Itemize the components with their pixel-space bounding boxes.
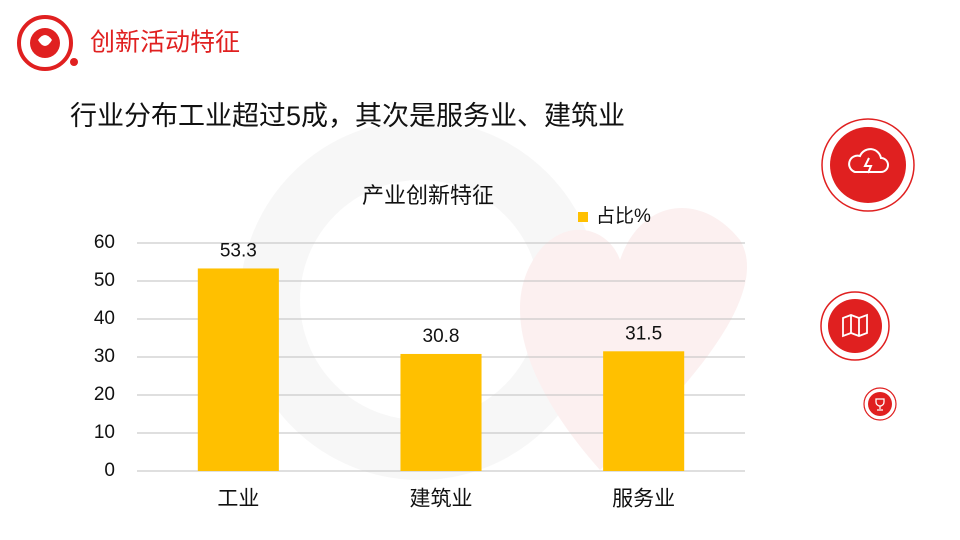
- chart: 产业创新特征 0 10 20 30 40 50 60 工业 建筑业 服务业 53.3 30.8 31.5…: [94, 184, 745, 511]
- y-tick-label: 20: [94, 384, 115, 405]
- legend-label: 占比%: [596, 205, 651, 227]
- watermark-heart: [520, 207, 748, 471]
- data-label: 53.3: [220, 240, 257, 261]
- y-tick-label: 50: [94, 270, 115, 291]
- bar: [603, 351, 685, 471]
- logo-heart: [38, 35, 52, 46]
- bar: [197, 268, 279, 471]
- y-tick-label: 0: [104, 460, 115, 481]
- x-tick-label: 服务业: [612, 487, 675, 511]
- icon-map[interactable]: [828, 299, 882, 353]
- page-title: 创新活动特征: [90, 29, 240, 57]
- icon-trophy[interactable]: [868, 392, 892, 416]
- headline: 行业分布工业超过5成，其次是服务业、建筑业: [70, 101, 625, 131]
- y-tick-label: 60: [94, 232, 115, 253]
- y-tick-label: 40: [94, 308, 115, 329]
- x-tick-label: 建筑业: [410, 487, 473, 511]
- logo-dot: [70, 58, 78, 66]
- data-label: 30.8: [423, 326, 460, 347]
- data-label: 31.5: [625, 323, 662, 344]
- legend-swatch: [578, 212, 588, 222]
- trophy-glyph: [875, 398, 885, 411]
- y-tick-label: 30: [94, 346, 115, 367]
- logo-ring: [17, 15, 73, 71]
- y-tick-label: 10: [94, 422, 115, 443]
- x-tick-label: 工业: [217, 487, 259, 511]
- map-glyph: [842, 313, 868, 338]
- bar: [400, 353, 482, 471]
- chart-title: 产业创新特征: [362, 184, 494, 209]
- cloud-glyph: [848, 148, 889, 174]
